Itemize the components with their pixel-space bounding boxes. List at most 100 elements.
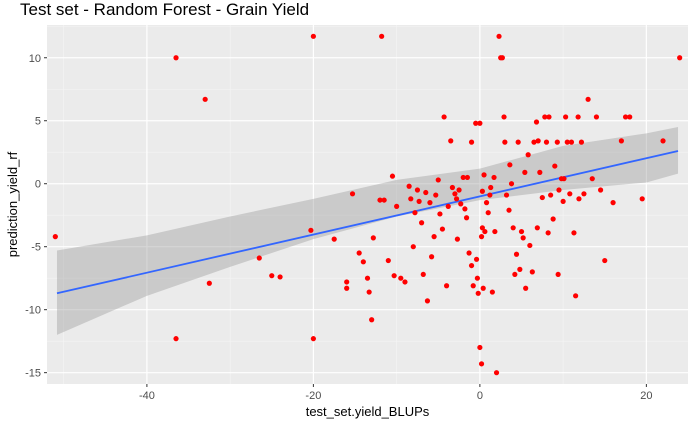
major-gridlines <box>47 25 688 384</box>
y-tick-label: 0 <box>35 179 41 191</box>
data-point <box>513 251 520 257</box>
data-point <box>385 257 391 264</box>
y-tick-label: -15 <box>25 368 41 380</box>
data-point <box>491 174 497 181</box>
data-point <box>508 181 515 187</box>
data-point <box>552 163 558 169</box>
data-point <box>593 114 600 120</box>
data-point <box>52 234 58 240</box>
data-point <box>534 225 540 231</box>
data-point <box>487 192 493 198</box>
data-point <box>423 189 429 196</box>
data-point <box>597 187 604 193</box>
data-point <box>456 187 462 193</box>
data-point <box>639 196 645 202</box>
data-point <box>431 234 437 240</box>
data-point <box>531 139 537 145</box>
data-point <box>478 234 485 240</box>
data-point <box>543 139 550 145</box>
data-point <box>496 33 502 39</box>
regression-line <box>56 150 679 295</box>
data-point <box>381 197 387 203</box>
data-point <box>485 210 491 216</box>
data-point <box>366 289 372 295</box>
data-point <box>344 285 350 291</box>
data-point <box>539 194 545 201</box>
data-point <box>429 254 435 260</box>
data-point <box>466 250 472 256</box>
data-point <box>561 176 567 182</box>
confidence-band <box>56 127 679 335</box>
data-point <box>412 210 418 216</box>
x-tick-label: 20 <box>640 390 652 402</box>
data-point <box>377 197 383 203</box>
data-point <box>523 285 529 291</box>
data-point <box>554 139 560 145</box>
data-point <box>410 244 416 250</box>
data-point <box>488 184 494 191</box>
data-point <box>503 192 510 198</box>
data-point <box>463 215 470 221</box>
x-tick-label: -20 <box>305 390 321 402</box>
data-point <box>349 191 356 197</box>
data-point <box>269 273 275 279</box>
data-point <box>510 225 516 231</box>
data-point <box>481 172 487 178</box>
data-point <box>537 169 543 175</box>
chart-title: Test set - Random Forest - Grain Yield <box>20 0 310 19</box>
data-point <box>453 196 460 202</box>
data-point <box>556 187 562 193</box>
data-point <box>478 361 485 367</box>
data-point <box>473 120 479 126</box>
data-point <box>356 250 362 256</box>
data-point <box>622 114 629 120</box>
data-point <box>610 200 616 206</box>
data-point <box>419 220 425 226</box>
data-point <box>502 139 508 145</box>
data-point <box>360 259 366 265</box>
data-point <box>489 289 495 295</box>
data-point <box>206 280 212 286</box>
data-point <box>458 201 464 207</box>
data-point <box>571 230 577 236</box>
data-point <box>427 200 433 206</box>
data-point <box>527 242 533 249</box>
data-point <box>310 336 316 342</box>
data-point <box>512 271 518 278</box>
data-point <box>550 216 556 222</box>
data-point <box>391 273 397 279</box>
data-point <box>581 191 587 197</box>
data-point <box>520 235 526 241</box>
data-point <box>443 283 450 289</box>
data-point <box>482 228 488 235</box>
data-point <box>567 191 573 197</box>
y-tick-label: -5 <box>31 242 41 254</box>
data-point <box>462 206 468 212</box>
data-point <box>627 114 633 120</box>
data-point <box>420 271 426 278</box>
data-point <box>406 183 412 189</box>
x-tick-label: -40 <box>139 390 155 402</box>
data-point <box>477 344 483 351</box>
data-point <box>449 184 456 191</box>
data-point <box>394 203 400 209</box>
x-axis-title: test_set.yield_BLUPs <box>306 404 430 419</box>
data-point <box>474 275 480 281</box>
y-tick-label: 10 <box>29 53 41 65</box>
data-point <box>564 139 570 145</box>
data-point <box>479 188 485 194</box>
data-point <box>618 138 625 144</box>
data-point <box>677 55 683 61</box>
data-point <box>452 191 458 197</box>
data-point <box>515 139 521 145</box>
data-point <box>464 174 470 181</box>
data-point <box>555 271 561 278</box>
data-point <box>344 279 350 285</box>
data-point <box>310 33 316 39</box>
data-point <box>575 114 581 120</box>
data-points <box>52 33 683 376</box>
data-point <box>468 262 475 269</box>
data-point <box>506 207 512 213</box>
data-point <box>364 275 371 281</box>
